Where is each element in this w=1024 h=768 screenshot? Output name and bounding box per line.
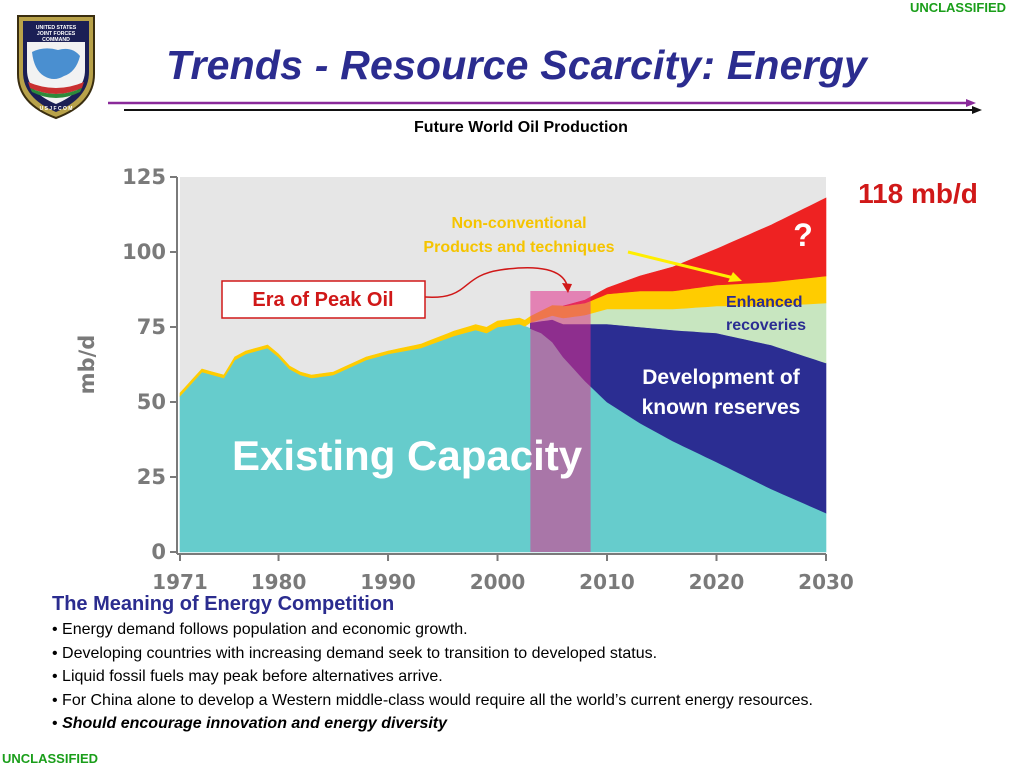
classification-top: UNCLASSIFIED	[909, 0, 1006, 15]
label-peak-oil: Era of Peak Oil	[252, 289, 393, 311]
logo-line3: COMMAND	[42, 37, 70, 43]
logo-line1: UNITED STATES	[36, 25, 77, 31]
x-tick-label-1990: 1990	[360, 570, 416, 594]
label-enhanced-line2: recoveries	[726, 317, 806, 334]
title-divider-arrow	[108, 99, 982, 114]
y-tick-label-50: 50	[137, 390, 166, 414]
x-tick-label-2030: 2030	[798, 570, 854, 594]
logo-line2: JOINT FORCES	[37, 31, 76, 37]
bullet-innovation-text: Should encourage innovation and energy d…	[62, 715, 448, 732]
x-tick-label-2010: 2010	[579, 570, 635, 594]
x-tick-label-2020: 2020	[689, 570, 745, 594]
y-tick-label-75: 75	[137, 315, 166, 339]
bullet-china: • For China alone to develop a Western m…	[52, 691, 813, 709]
y-tick-label-125: 125	[122, 165, 166, 189]
bullet-liquid-fossil: • Liquid fossil fuels may peak before al…	[52, 668, 443, 685]
label-total: 118 mb/d	[858, 178, 978, 209]
area-non-conventional	[179, 275, 827, 397]
label-nonconventional-line2: Products and techniques	[423, 239, 614, 256]
y-tick-label-25: 25	[137, 465, 166, 489]
y-axis-label: mb/d	[75, 335, 99, 395]
label-development-line1: Development of	[642, 366, 801, 389]
x-tick-label-1980: 1980	[251, 570, 307, 594]
slide-title: Trends - Resource Scarcity: Energy	[166, 42, 868, 88]
label-unknown: ?	[793, 217, 813, 253]
peak-oil-band	[530, 291, 591, 552]
peak-oil-arrow-head	[562, 283, 572, 293]
label-existing-capacity: Existing Capacity	[232, 432, 583, 479]
x-tick-label-1971: 1971	[152, 570, 208, 594]
label-enhanced-line1: Enhanced	[726, 294, 802, 311]
meaning-bullets: • Energy demand follows population and e…	[52, 618, 1012, 736]
chart-subtitle: Future World Oil Production	[414, 119, 628, 136]
bullet-developing: • Developing countries with increasing d…	[52, 644, 658, 662]
meaning-section: The Meaning of Energy Competition • Ener…	[52, 592, 1012, 736]
nonconventional-arrow-head	[728, 272, 742, 282]
meaning-heading: The Meaning of Energy Competition	[52, 593, 395, 615]
x-tick-label-2000: 2000	[470, 570, 526, 594]
peak-oil-box	[221, 280, 426, 319]
y-tick-label-100: 100	[122, 240, 166, 264]
uscom-logo: UNITED STATES JOINT FORCES COMMAND U S J…	[17, 15, 95, 120]
area-unknown-growth	[563, 197, 827, 307]
label-nonconventional-line1: Non-conventional	[451, 215, 586, 232]
logo-ring-text: U S J F C O M	[40, 106, 73, 112]
label-development-line2: known reserves	[642, 396, 801, 419]
nonconventional-arrow-line	[627, 250, 735, 280]
bullet-innovation: • Should encourage innovation and energy…	[52, 712, 1012, 736]
bullet-prefix: •	[52, 715, 58, 732]
classification-bottom: UNCLASSIFIED	[2, 751, 99, 766]
y-tick-label-0: 0	[151, 540, 166, 564]
peak-oil-arrow-line	[424, 266, 568, 298]
bullet-demand: • Energy demand follows population and e…	[52, 621, 468, 638]
